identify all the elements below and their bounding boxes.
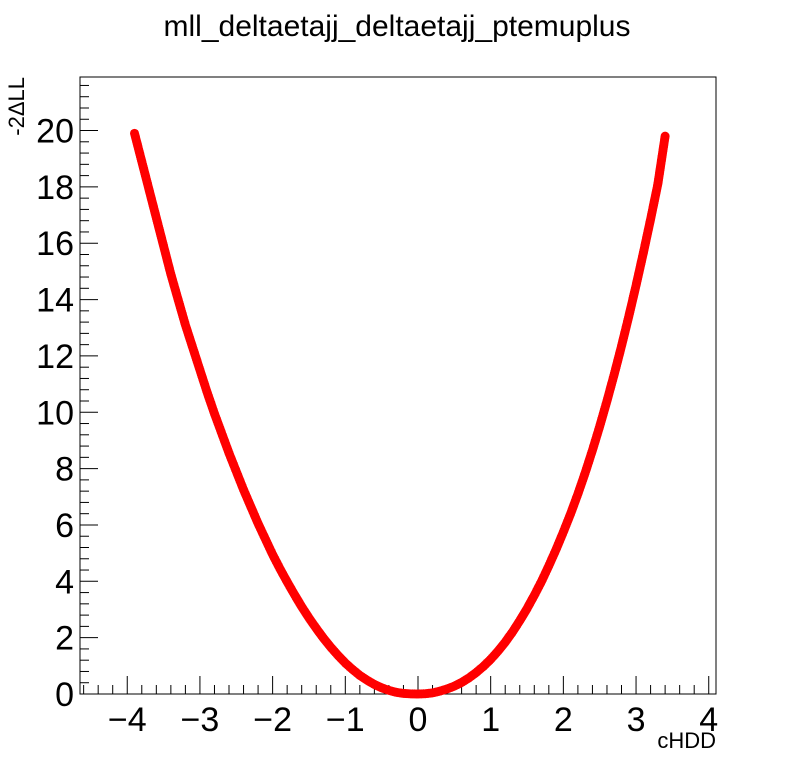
x-tick-label: −1 — [326, 701, 365, 739]
y-tick-label: 18 — [36, 169, 74, 207]
y-tick-label: 12 — [36, 338, 74, 376]
y-tick-label: 10 — [36, 394, 74, 432]
chart-title: mll_deltaetajj_deltaetajj_ptemuplus — [164, 10, 631, 43]
data-series — [130, 128, 670, 699]
y-tick-label: 0 — [55, 676, 74, 714]
y-tick-label: 4 — [55, 563, 74, 601]
y-tick-label: 16 — [36, 225, 74, 263]
x-axis-title: cHDD — [657, 728, 716, 753]
data-point — [660, 131, 670, 141]
x-tick-label: 3 — [627, 701, 646, 739]
y-tick-label: 6 — [55, 507, 74, 545]
x-tick-label: −2 — [253, 701, 292, 739]
x-tick-label: 2 — [554, 701, 573, 739]
y-tick-label: 20 — [36, 113, 74, 151]
y-tick-label: 14 — [36, 282, 74, 320]
y-tick-label: 8 — [55, 451, 74, 489]
y-axis: 0 2 4 6 8 10 12 14 16 18 20 — [36, 84, 98, 714]
x-tick-label: 0 — [409, 701, 428, 739]
x-tick-label: 1 — [481, 701, 500, 739]
y-axis-title: -2ΔLL — [4, 77, 29, 136]
x-tick-label: 4 — [699, 701, 718, 739]
x-tick-label: −4 — [108, 701, 147, 739]
x-tick-label: −3 — [181, 701, 220, 739]
y-tick-label: 2 — [55, 620, 74, 658]
